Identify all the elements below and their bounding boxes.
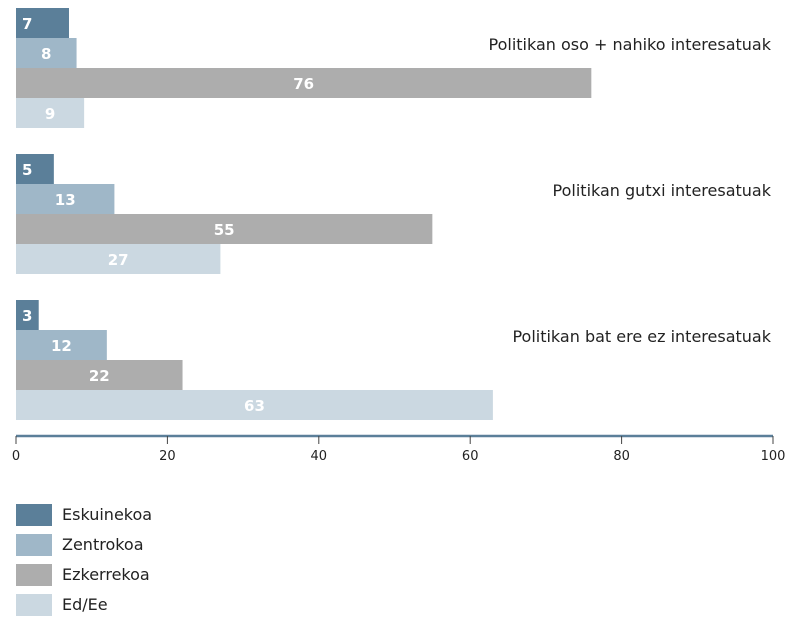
bar (16, 98, 85, 128)
bar-value-label: 5 (22, 161, 32, 179)
x-tick-label: 80 (613, 449, 630, 464)
group-label: Politikan bat ere ez interesatuak (512, 327, 771, 346)
bar-value-label: 9 (45, 105, 55, 123)
bar-chart: 78 76 9 5 13 55 27 3 12 22 63 Politikan oso + nahi… (12, 8, 786, 464)
bar (16, 154, 54, 184)
bar (16, 244, 221, 274)
bar (16, 38, 77, 68)
bar-value-label: 13 (55, 191, 76, 209)
bar-value-label: 12 (51, 337, 72, 355)
x-tick-label: 20 (159, 449, 176, 464)
bar (16, 390, 493, 420)
legend-swatch (16, 503, 52, 526)
legend-swatch (16, 533, 52, 556)
x-tick-label: 60 (462, 449, 479, 464)
x-tick-label: 100 (761, 449, 786, 464)
bar-value-label: 27 (108, 251, 129, 269)
bar (16, 8, 69, 38)
bar (16, 214, 433, 244)
legend: Eskuinekoa Zentrokoa Ezkerrekoa Ed/Ee (16, 502, 152, 622)
group-label: Politikan gutxi interesatuak (553, 181, 772, 200)
bar-value-label: 55 (214, 221, 235, 239)
bar-value-label: 7 (22, 15, 32, 33)
bar-value-label: 63 (244, 397, 265, 415)
bars-layer: 78 76 9 5 13 55 27 3 12 22 63 (16, 8, 592, 420)
legend-item: Zentrokoa (16, 532, 152, 557)
legend-swatch (16, 593, 52, 616)
x-tick-label: 40 (311, 449, 328, 464)
bar (16, 68, 592, 98)
legend-label: Eskuinekoa (62, 505, 153, 524)
legend-swatch (16, 563, 52, 586)
group-label: Politikan oso + nahiko interesatuak (489, 35, 772, 54)
legend-item: Ed/Ee (16, 592, 152, 617)
bar (16, 300, 39, 330)
group-labels-layer: Politikan oso + nahiko interesatuak Polit… (489, 35, 772, 346)
bar-value-label: 76 (293, 75, 314, 93)
bar (16, 330, 107, 360)
bar-value-label: 3 (22, 307, 32, 325)
legend-label: Ezkerrekoa (62, 565, 150, 584)
bar-value-label: 8 (41, 45, 51, 63)
legend-label: Zentrokoa (62, 535, 144, 554)
x-axis: 0 20 40 60 80 100 (12, 434, 786, 464)
bar (16, 360, 183, 390)
bar-value-label: 22 (89, 367, 110, 385)
bar (16, 184, 115, 214)
legend-item: Ezkerrekoa (16, 562, 152, 587)
legend-label: Ed/Ee (62, 595, 108, 614)
legend-item: Eskuinekoa (16, 502, 152, 527)
x-tick-label: 0 (12, 449, 20, 464)
